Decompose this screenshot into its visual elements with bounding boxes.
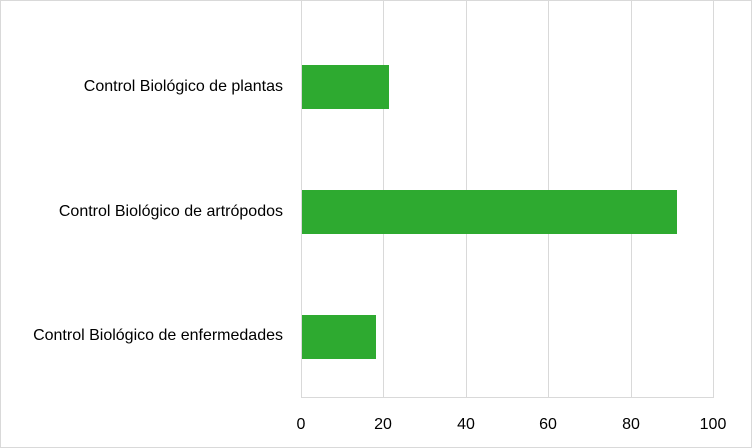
category-label-artropodos: Control Biológico de artrópodos (58, 203, 283, 220)
x-tick-label-100: 100 (699, 416, 727, 433)
x-tick-label-80: 80 (622, 416, 640, 433)
category-label-enfermedades: Control Biológico de enfermedades (33, 327, 283, 344)
bar-plantas (302, 65, 389, 109)
category-label-plantas: Control Biológico de plantas (83, 78, 283, 95)
x-tick-label-60: 60 (539, 416, 557, 433)
bar-enfermedades (302, 315, 377, 359)
x-tick-label-0: 0 (296, 416, 306, 433)
gridline-100 (713, 1, 714, 397)
x-axis-line (301, 397, 714, 398)
bar-artropodos (302, 190, 677, 234)
x-tick-label-40: 40 (457, 416, 475, 433)
x-tick-label-20: 20 (374, 416, 392, 433)
gridline-0 (301, 1, 302, 397)
